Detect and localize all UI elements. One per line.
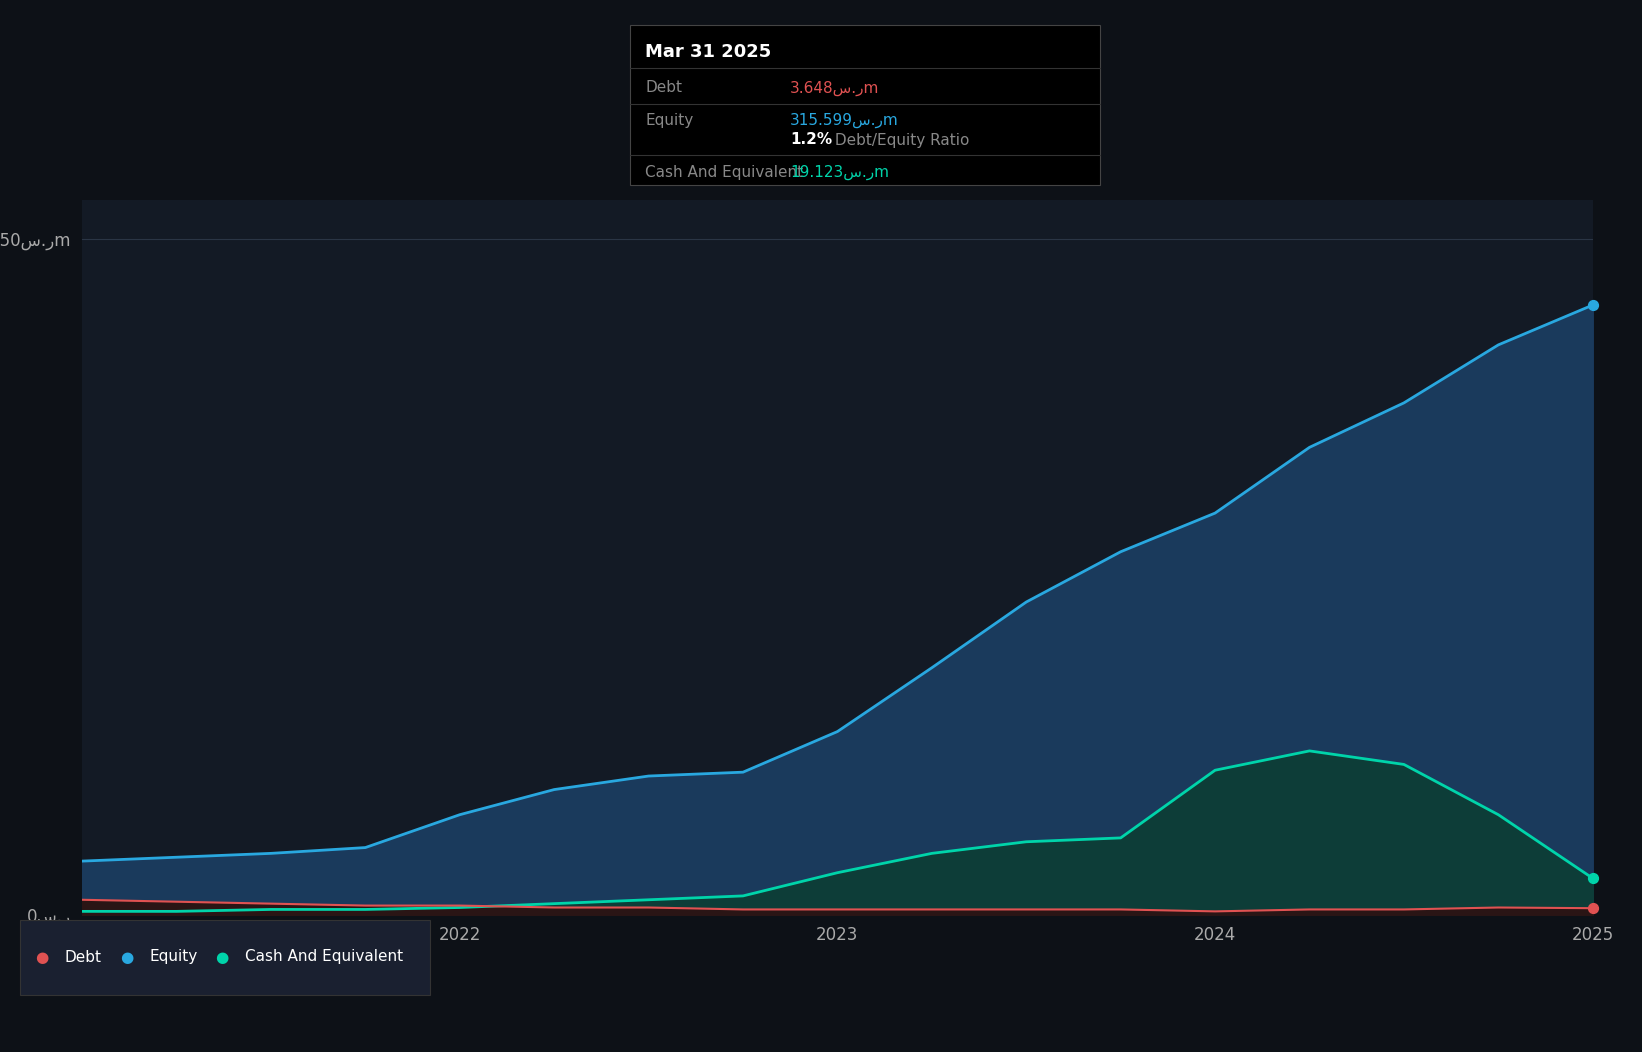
Text: Debt: Debt [645,81,681,96]
Text: Debt/Equity Ratio: Debt/Equity Ratio [829,133,969,147]
Point [1580,899,1606,916]
Text: 1.2%: 1.2% [790,133,832,147]
Point [1580,297,1606,313]
Text: Debt: Debt [64,950,102,965]
Text: 315.599س.رm: 315.599س.رm [790,113,898,127]
Text: Mar 31 2025: Mar 31 2025 [645,43,772,61]
Point [1580,870,1606,887]
Text: Cash And Equivalent: Cash And Equivalent [245,950,402,965]
Text: ●: ● [215,950,228,965]
Text: ●: ● [120,950,133,965]
Text: Equity: Equity [149,950,197,965]
Text: 3.648س.رm: 3.648س.رm [790,80,880,96]
Text: Equity: Equity [645,113,693,127]
Text: 19.123س.رm: 19.123س.رm [790,164,888,180]
Text: Cash And Equivalent: Cash And Equivalent [645,164,803,180]
Text: ●: ● [34,950,48,965]
